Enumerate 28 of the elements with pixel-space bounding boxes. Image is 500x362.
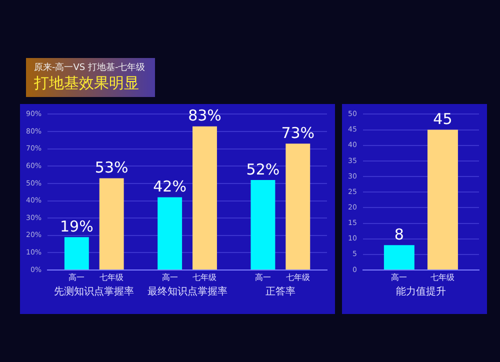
data-label: 45: [433, 110, 452, 128]
data-label: 53%: [94, 158, 128, 177]
series-label: 七年级: [430, 273, 455, 282]
data-label: 52%: [246, 160, 280, 178]
bar: [158, 197, 182, 270]
x-tick-label: 先测知识点掌握率: [54, 286, 134, 298]
data-label: 19%: [60, 218, 94, 236]
bar: [250, 180, 276, 270]
bar: [192, 126, 217, 270]
text: 七年级: [192, 273, 217, 282]
series-label: 高一: [391, 273, 408, 282]
data-label: 73%: [281, 124, 315, 142]
text: 高一: [162, 273, 178, 282]
text: 高一: [254, 273, 271, 282]
data-label: 42%: [153, 178, 186, 196]
series-label: 七年级: [100, 273, 124, 282]
data-label: 8: [394, 225, 404, 244]
x-tick-label: 最终知识点掌握率: [147, 286, 228, 298]
text: 七年级: [286, 273, 310, 282]
chart-title: 打地基效果明显: [34, 74, 140, 93]
x-tick-label: 正答率: [265, 286, 296, 298]
x-tick-label: 能力值提升: [396, 286, 446, 298]
series-label: 高一: [68, 273, 85, 282]
data-label: 83%: [188, 106, 222, 125]
chart-subtitle: 原来-高一VS 打地基-七年级: [34, 62, 146, 74]
bar: [64, 237, 89, 270]
bar: [99, 178, 124, 270]
bar: [286, 144, 310, 270]
